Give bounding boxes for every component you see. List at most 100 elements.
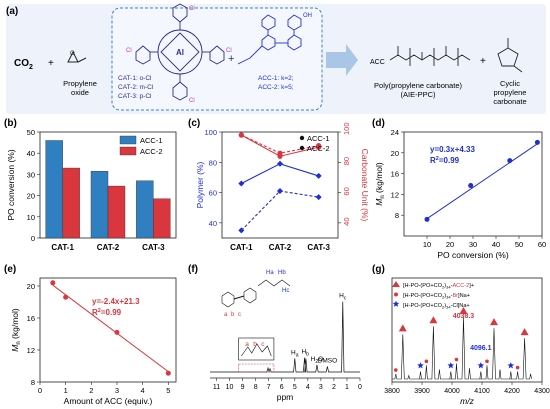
y-left-tick-label: 40 bbox=[209, 219, 217, 228]
x-tick-label: 2 bbox=[332, 384, 336, 391]
x-tick-label: 3900 bbox=[414, 388, 430, 395]
y-tick-label: 0 bbox=[31, 234, 35, 243]
cyclic-carbonate-structure bbox=[497, 38, 523, 73]
cl-right: Cl bbox=[226, 48, 232, 54]
structure-chain bbox=[257, 279, 291, 287]
metal-al: Al bbox=[176, 48, 184, 57]
legend-marker-star bbox=[392, 300, 400, 307]
legend-subscript: 2 bbox=[442, 285, 445, 290]
y-axis-label: PO conversion (%) bbox=[6, 149, 16, 220]
legend-label: ACC-2 bbox=[307, 144, 330, 153]
plus-2: + bbox=[228, 53, 234, 65]
x-axis-label: Amount of ACC (equiv.) bbox=[64, 396, 153, 406]
x-tick-label: 4300 bbox=[534, 388, 550, 395]
r2-value: =0.99 bbox=[101, 308, 122, 317]
fit-line bbox=[52, 284, 169, 373]
y-right-tick-label: 80 bbox=[342, 157, 351, 165]
series-point-3 bbox=[277, 150, 283, 156]
peak-label-text: H bbox=[301, 349, 306, 356]
cl-top: Cl bbox=[189, 6, 195, 12]
panel-g-label: (g) bbox=[372, 264, 385, 275]
x-tick-label: 9 bbox=[241, 384, 245, 391]
series-line-1 bbox=[240, 190, 319, 231]
panel-c-label: (c) bbox=[188, 118, 200, 129]
data-point bbox=[63, 294, 69, 300]
ms-trace bbox=[392, 317, 542, 379]
chart-d-mn-vs-conversion: 10 20 30 40 50 60 8 12 16 20 24 PO conversion (%) Mn… bbox=[374, 128, 546, 260]
cyclic-2: propylene bbox=[494, 88, 527, 97]
legend-label: [H-PO-(PO+CO2)34-Br]Na+ bbox=[403, 293, 470, 300]
legend-text: ) bbox=[444, 293, 446, 299]
cat-2-label: CAT-2: m-Cl bbox=[118, 84, 154, 91]
peak-label-text: H bbox=[339, 293, 344, 300]
peak-marker-circle bbox=[454, 357, 459, 362]
product-name-2: (AIE-PPC) bbox=[400, 90, 436, 99]
series-point-3 bbox=[316, 143, 322, 149]
bar-acc-1-cat-1 bbox=[45, 140, 63, 239]
y-tick-label: 20 bbox=[27, 192, 35, 201]
x-tick-label: 4200 bbox=[504, 388, 520, 395]
x-tick-label: 20 bbox=[446, 240, 454, 249]
y-tick-label: 8 bbox=[395, 211, 399, 220]
legend-marker-triangle bbox=[392, 281, 400, 287]
propylene-oxide-label-2: oxide bbox=[71, 88, 89, 97]
legend-text: - bbox=[451, 293, 453, 299]
r2-superscript: 2 bbox=[436, 156, 439, 162]
data-point bbox=[468, 183, 474, 189]
structure-letter: a bbox=[224, 312, 228, 318]
series-point-3 bbox=[238, 132, 244, 138]
y-axis-label-subscript: n bbox=[380, 195, 386, 198]
fit-equation: y=0.3x+4.33 bbox=[430, 145, 475, 154]
legend-text: ) bbox=[444, 283, 446, 289]
x-tick-label: CAT-3 bbox=[142, 243, 165, 252]
series-point-0 bbox=[238, 180, 245, 187]
x-tick-label: 1 bbox=[64, 386, 68, 395]
plot-frame bbox=[39, 277, 177, 383]
peak-marker-circle bbox=[394, 368, 398, 372]
y-right-axis-label: Carbonate Unit (%) bbox=[360, 149, 370, 222]
data-point bbox=[507, 158, 513, 164]
cl-left: Cl bbox=[126, 48, 132, 54]
structure-letter: c bbox=[238, 312, 241, 318]
data-point bbox=[534, 139, 540, 145]
data-point bbox=[424, 216, 430, 222]
series-point-0 bbox=[277, 160, 283, 167]
product-acc: ACC bbox=[370, 59, 385, 66]
chain-label: Hc bbox=[282, 288, 289, 294]
y-tick-label: 16 bbox=[27, 314, 35, 323]
x-tick-label: 8 bbox=[254, 384, 258, 391]
y-tick-label: 24 bbox=[391, 128, 399, 137]
peak-marker-triangle bbox=[520, 328, 529, 336]
x-tick-label: 10 bbox=[226, 384, 234, 391]
legend-label: ACC-1 bbox=[307, 134, 330, 143]
legend-text: ]Na+ bbox=[458, 293, 470, 299]
peak-label: H2O bbox=[311, 356, 324, 365]
x-tick-label: CAT-2 bbox=[269, 243, 292, 252]
series-point-1 bbox=[315, 194, 322, 201]
bar-acc-1-cat-3 bbox=[136, 180, 154, 239]
peak-marker-star bbox=[477, 362, 485, 369]
x-tick-label: CAT-1 bbox=[51, 243, 74, 252]
x-tick-label: 4 bbox=[306, 384, 310, 391]
y-tick-label: 20 bbox=[391, 149, 399, 158]
x-tick-label: 0 bbox=[38, 386, 42, 395]
legend-text: - bbox=[451, 283, 453, 289]
y-axis-label-symbol: M bbox=[10, 344, 20, 352]
x-tick-label: 6 bbox=[280, 384, 284, 391]
x-tick-label: 5 bbox=[166, 386, 170, 395]
peak-label-text: H bbox=[291, 349, 296, 356]
plot-frame bbox=[221, 131, 339, 239]
inset-letter: b bbox=[253, 341, 257, 348]
inset-source-box bbox=[238, 363, 275, 373]
x-tick-label: 50 bbox=[515, 240, 523, 249]
y-right-tick-label: 100 bbox=[342, 122, 351, 135]
plot-frame bbox=[391, 277, 543, 383]
y-axis-label-unit: (kg/mol) bbox=[374, 162, 384, 195]
legend-subscript: 2 bbox=[442, 295, 445, 300]
reaction-arrow bbox=[326, 44, 358, 76]
peak-label-subscript: b bbox=[306, 352, 309, 358]
x-tick-label: 40 bbox=[492, 240, 500, 249]
nmr-trace bbox=[210, 301, 360, 373]
